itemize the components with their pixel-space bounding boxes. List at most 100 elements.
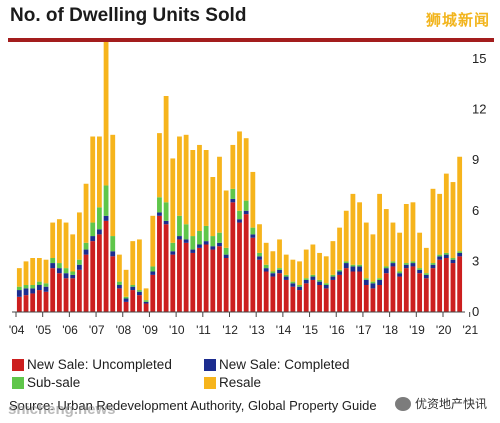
bar-segment xyxy=(157,215,162,312)
bar-segment xyxy=(303,278,309,280)
bar-segment xyxy=(450,259,456,264)
bar-segment xyxy=(443,254,449,259)
bar-segment xyxy=(56,268,62,274)
bar-segment xyxy=(83,249,89,255)
bar-segment xyxy=(437,254,443,257)
bar-segment xyxy=(270,271,276,274)
bar-segment xyxy=(410,266,416,312)
bar-segment xyxy=(143,300,149,302)
x-tick-label: '13 xyxy=(249,323,265,337)
bar-segment xyxy=(190,249,196,253)
bar-segment xyxy=(417,232,423,269)
bar-segment xyxy=(257,224,262,253)
title-rule xyxy=(8,38,494,42)
bar-segment xyxy=(96,229,102,235)
x-tick-label: '09 xyxy=(142,323,158,337)
bar-segment xyxy=(383,273,389,312)
bar-segment xyxy=(143,303,149,312)
bar-segment xyxy=(43,286,49,292)
bar-segment xyxy=(277,268,282,270)
bar-segment xyxy=(457,252,463,257)
bar-segment xyxy=(183,134,189,225)
bar-segment xyxy=(243,210,249,215)
bar-segment xyxy=(237,210,242,220)
bar-segment xyxy=(277,239,282,269)
x-tick-label: '12 xyxy=(222,323,238,337)
bar-segment xyxy=(157,197,162,213)
bar-segment xyxy=(43,291,49,312)
bar-segment xyxy=(43,283,49,287)
bar-segment xyxy=(117,288,122,313)
bar-segment xyxy=(237,219,242,223)
bar-segment xyxy=(423,274,429,279)
bar-segment xyxy=(230,202,236,312)
bar-segment xyxy=(177,239,182,312)
bar-segment xyxy=(23,285,29,289)
bar-segment xyxy=(323,288,329,313)
bar-segment xyxy=(90,222,96,237)
bar-segment xyxy=(397,276,403,312)
bar-segment xyxy=(190,252,196,312)
x-tick-label: '08 xyxy=(116,323,132,337)
bar-segment xyxy=(163,224,169,312)
x-tick-label: '18 xyxy=(382,323,398,337)
bar-segment xyxy=(390,222,396,262)
bar-segment xyxy=(330,241,336,275)
bar-segment xyxy=(83,183,89,243)
bar-segment xyxy=(96,234,102,313)
bar-segment xyxy=(410,261,416,264)
bar-segment xyxy=(343,263,349,269)
bar-segment xyxy=(150,274,156,313)
y-tick-label: 15 xyxy=(472,51,486,66)
bar-segment xyxy=(110,134,116,237)
bar-segment xyxy=(243,214,249,313)
bar-segment xyxy=(16,268,22,287)
bar-segment xyxy=(150,266,156,272)
bar-segment xyxy=(230,144,236,189)
bar-segment xyxy=(363,285,369,312)
bar-segment xyxy=(90,236,96,242)
bar-segment xyxy=(217,232,222,243)
wechat-icon xyxy=(394,396,411,411)
bar-segment xyxy=(390,266,396,312)
bar-segment xyxy=(170,254,176,313)
bar-segment xyxy=(170,251,176,255)
bar-segment xyxy=(210,249,216,312)
bar-segment xyxy=(123,301,129,313)
bar-segment xyxy=(310,274,316,277)
bar-segment xyxy=(290,259,296,282)
bar-segment xyxy=(417,268,423,270)
bar-segment xyxy=(283,274,289,277)
bar-segment xyxy=(430,264,436,269)
bar-segment xyxy=(130,241,136,286)
bar-segment xyxy=(330,276,336,280)
x-tick-label: '15 xyxy=(302,323,318,337)
bar-segment xyxy=(183,242,189,312)
bar-segment xyxy=(437,193,443,255)
bar-segment xyxy=(283,254,289,275)
bar-segment xyxy=(157,212,162,216)
bar-segment xyxy=(230,188,236,199)
bar-segment xyxy=(230,198,236,203)
bar-segment xyxy=(76,259,82,265)
bar-segment xyxy=(210,236,216,247)
bar-segment xyxy=(43,259,49,284)
source-note: Source: Urban Redevelopment Authority, G… xyxy=(9,398,377,413)
bar-segment xyxy=(397,232,403,272)
bar-segment xyxy=(290,286,296,312)
bar-segment xyxy=(277,269,282,274)
bar-segment xyxy=(96,136,102,208)
bar-segment xyxy=(457,256,463,312)
bar-segment xyxy=(110,236,116,252)
bar-segment xyxy=(250,171,256,228)
bar-segment xyxy=(317,281,322,286)
bar-segment xyxy=(363,278,369,280)
bar-segment xyxy=(117,285,122,289)
bar-segment xyxy=(443,258,449,312)
bar-segment xyxy=(403,263,409,265)
bar-segment xyxy=(63,222,69,269)
y-tick-label: 6 xyxy=(472,203,479,218)
bar-segment xyxy=(417,269,423,274)
bar-segment xyxy=(350,271,356,312)
bar-segment xyxy=(423,273,429,275)
